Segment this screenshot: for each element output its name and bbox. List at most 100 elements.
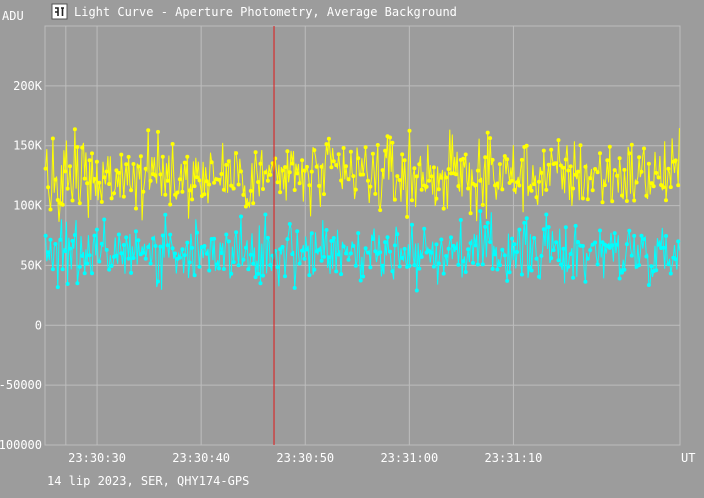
data-point [297,181,302,186]
data-point [283,165,287,170]
data-point [588,248,593,253]
data-point [275,180,280,185]
data-point [138,154,143,159]
data-point [319,258,324,263]
data-point [346,177,351,182]
data-point [595,262,600,267]
data-point [431,165,436,170]
data-point [546,225,551,230]
data-point [475,168,480,173]
data-point [446,167,451,172]
y-tick-label: -50000 [0,378,42,392]
data-point [368,265,373,270]
data-point [561,165,566,170]
data-point [370,151,375,156]
data-point [180,189,185,194]
data-point [593,240,598,245]
data-point [634,180,639,185]
data-point [148,261,153,266]
data-point [324,142,329,147]
data-point [563,225,568,230]
data-point [214,262,219,267]
data-point [517,183,522,188]
data-point [265,235,270,240]
data-point [102,175,107,180]
data-point [185,240,190,245]
data-point [436,187,441,192]
data-point [134,206,138,211]
data-point [602,183,607,188]
data-point [527,265,532,270]
data-point [99,199,104,204]
data-point [414,288,419,293]
data-point [177,177,182,182]
data-point [541,227,546,232]
data-point [515,180,519,185]
y-tick-label: 150K [13,139,43,153]
data-point [612,231,617,236]
data-point [90,151,94,156]
data-point [541,148,546,153]
data-point [146,128,151,133]
data-point [661,185,666,190]
data-point [153,173,158,178]
data-point [607,245,612,250]
data-point [163,192,168,197]
data-point [444,175,449,180]
data-point [549,147,554,152]
data-point [637,155,642,160]
data-point [424,184,429,189]
data-point [182,253,187,258]
data-point [53,242,58,246]
data-point [231,260,236,265]
data-point [441,271,446,276]
app-icon[interactable] [51,3,68,20]
data-point [261,187,265,191]
data-point [87,253,92,258]
data-point [588,176,593,181]
data-point [295,229,300,234]
data-point [60,202,65,207]
data-point [366,250,370,255]
data-point [502,154,507,159]
data-point [583,279,588,284]
data-point [72,127,77,132]
data-point [627,151,632,156]
data-point [160,233,165,238]
data-point [180,247,185,252]
data-point [197,264,202,269]
data-point [378,208,383,213]
data-point [466,247,471,252]
data-point [419,254,424,259]
data-point [644,254,649,259]
data-point [651,184,656,189]
data-point [48,237,53,242]
data-point [246,267,251,272]
data-point [187,188,192,193]
data-point [248,188,253,193]
data-point [488,136,493,141]
data-point [99,241,104,246]
data-point [395,174,400,179]
data-point [217,266,221,271]
data-point [397,264,402,269]
data-point [239,169,243,174]
data-point [576,169,580,174]
data-point [53,177,58,182]
data-point [116,232,121,237]
data-point [224,162,229,167]
data-point [573,172,578,177]
data-point [236,263,241,268]
data-point [668,271,673,276]
data-point [278,190,283,195]
data-point [522,220,527,225]
x-tick-labels: 23:30:30 23:30:40 23:30:50 23:31:00 23:31:10 [68,451,542,465]
data-point [243,245,248,250]
data-point [97,259,102,264]
data-point [676,239,681,244]
data-point [165,178,170,183]
data-point [505,278,510,283]
data-point [624,242,629,247]
data-point [561,246,566,251]
